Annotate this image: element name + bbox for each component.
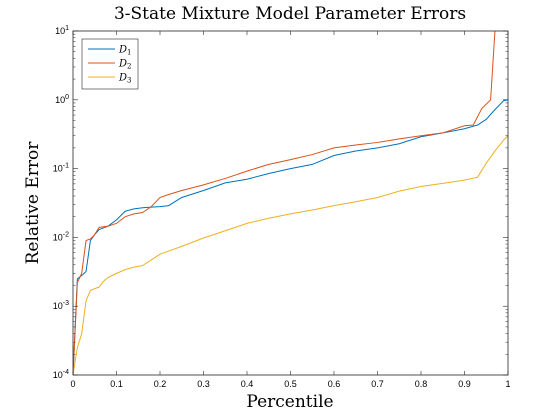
x-tick-label: 0.5	[284, 379, 297, 389]
x-tick-label: 0.6	[328, 379, 341, 389]
legend-label-d3: D3	[118, 73, 132, 85]
series-line-d1	[73, 99, 508, 375]
x-tick-label: 0	[70, 379, 75, 389]
y-tick-label: 10-2	[53, 231, 69, 242]
x-tick-label: 0.2	[154, 379, 167, 389]
legend-items: D1 D2 D3	[88, 45, 132, 85]
y-tick-label: 10-3	[53, 300, 69, 311]
y-tick-label: 100	[55, 94, 69, 105]
y-tick-label: 10-1	[53, 163, 69, 174]
legend: D1 D2 D3	[81, 38, 139, 90]
legend-label-d1: D1	[118, 45, 132, 57]
y-tick-label: 10-4	[53, 369, 69, 380]
x-tick-label: 0.9	[458, 379, 471, 389]
y-axis-label: Relative Error	[23, 141, 43, 265]
x-axis-label: Percentile	[246, 392, 333, 412]
x-tick-label: 0.3	[197, 379, 210, 389]
x-tick-label: 0.7	[371, 379, 384, 389]
x-tick-label: 0.8	[415, 379, 428, 389]
x-tick-label: 0.4	[241, 379, 254, 389]
ticks-layer: 0 0.1 0.2 0.3 0.4 0.5 0.6 0.7 0.8 0.9 1 10-4 10-3 10-…	[53, 25, 511, 389]
series-layer	[73, 31, 508, 375]
legend-box	[81, 38, 139, 90]
y-tick-label: 101	[55, 25, 69, 36]
series-line-d2	[73, 31, 496, 375]
series-line-d3	[73, 135, 508, 375]
x-tick-label: 0.1	[110, 379, 123, 389]
x-tick-label: 1	[505, 379, 510, 389]
plot-area: 0 0.1 0.2 0.3 0.4 0.5 0.6 0.7 0.8 0.9 1 10-4 10-3 10-…	[53, 25, 511, 389]
chart-title: 3-State Mixture Model Parameter Errors	[114, 4, 466, 24]
legend-label-d2: D2	[118, 59, 132, 71]
